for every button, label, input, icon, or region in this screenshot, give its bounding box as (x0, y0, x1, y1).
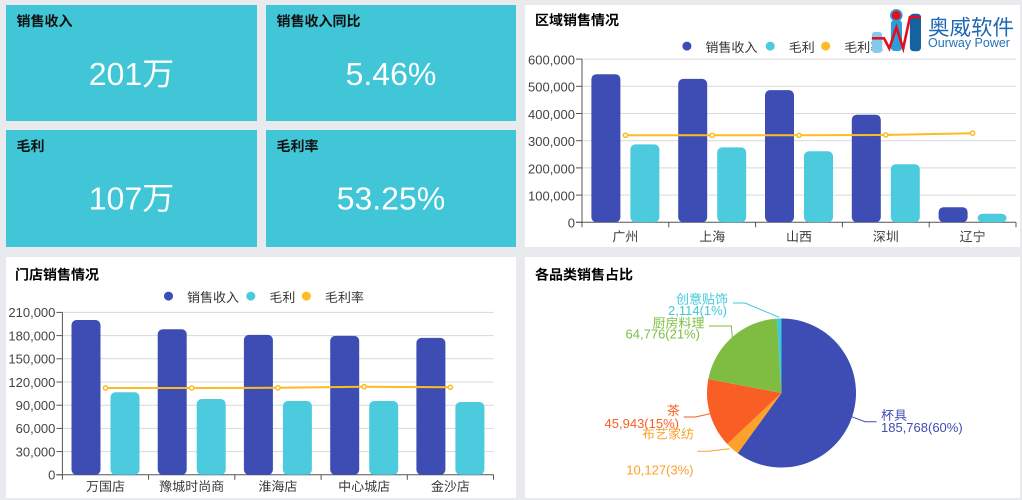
svg-text:0: 0 (48, 468, 55, 483)
svg-text:90,000: 90,000 (16, 398, 56, 413)
svg-text:2,114(1%): 2,114(1%) (668, 303, 727, 318)
svg-text:64,776(21%): 64,776(21%) (626, 327, 700, 342)
svg-text:150,000: 150,000 (8, 352, 55, 367)
svg-text:Ourway Power: Ourway Power (928, 36, 1010, 50)
svg-text:185,768(60%): 185,768(60%) (881, 420, 963, 435)
svg-text:210,000: 210,000 (8, 305, 55, 320)
svg-text:600,000: 600,000 (528, 53, 575, 68)
svg-text:45,943(15%): 45,943(15%) (605, 416, 679, 431)
svg-text:400,000: 400,000 (528, 107, 575, 122)
svg-text:100,000: 100,000 (528, 189, 575, 204)
svg-text:10,127(3%): 10,127(3%) (626, 462, 693, 477)
svg-text:60,000: 60,000 (16, 421, 56, 436)
svg-text:500,000: 500,000 (528, 80, 575, 95)
svg-text:30,000: 30,000 (16, 444, 56, 459)
svg-text:300,000: 300,000 (528, 134, 575, 149)
svg-text:180,000: 180,000 (8, 328, 55, 343)
svg-text:0: 0 (568, 216, 575, 231)
svg-text:200,000: 200,000 (528, 161, 575, 176)
svg-text:120,000: 120,000 (8, 375, 55, 390)
